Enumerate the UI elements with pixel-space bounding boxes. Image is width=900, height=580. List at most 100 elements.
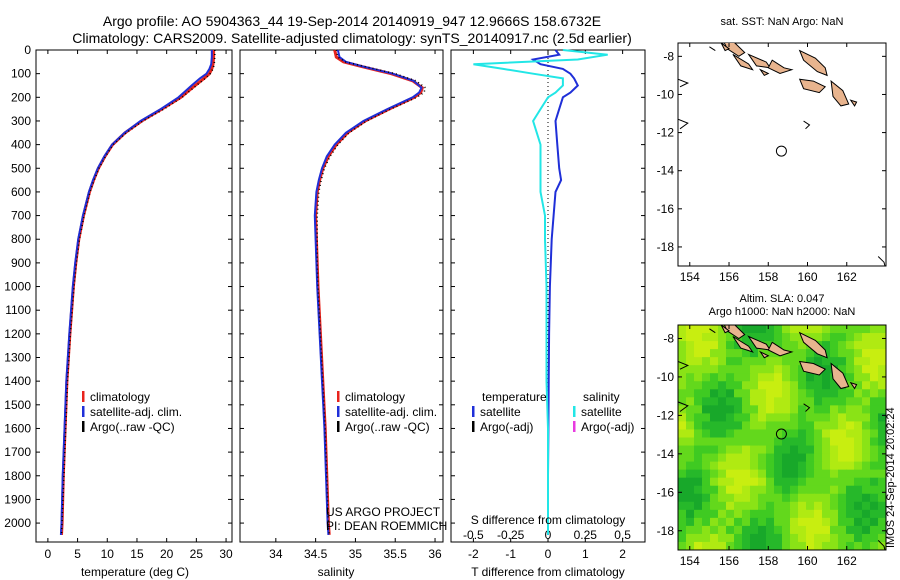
sla-heatmap-cell <box>766 461 775 471</box>
sla-heatmap-cell <box>718 485 727 495</box>
sla-heatmap-cell <box>694 517 703 527</box>
legend-t-argo-label: Argo(-adj) <box>480 420 533 434</box>
sla-heatmap-cell <box>758 525 767 535</box>
sla-heatmap-cell <box>734 485 743 495</box>
sla-heatmap-cell <box>854 445 863 455</box>
sla-heatmap-cell <box>702 333 711 342</box>
sla-heatmap-cell <box>694 325 703 334</box>
sla-heatmap-cell <box>878 461 886 471</box>
x-tick-label: 34 <box>269 547 283 561</box>
sla-heatmap-cell <box>814 501 823 511</box>
sla-heatmap-cell <box>774 373 783 382</box>
sla-heatmap-cell <box>678 413 687 423</box>
sla-heatmap-cell <box>806 325 815 334</box>
temperature-difference-line <box>530 49 580 535</box>
coastline-outline <box>678 401 689 412</box>
depth-tick-label: 1300 <box>4 351 31 365</box>
sla-heatmap-cell <box>854 541 863 550</box>
sla-map-frame <box>677 324 887 551</box>
sla-heatmap-cell <box>806 397 815 406</box>
sla-heatmap-cell <box>686 509 695 519</box>
sla-heatmap-cell <box>790 541 799 550</box>
depth-tick-label: 2000 <box>4 516 31 530</box>
legend-climatology-swatch <box>337 391 340 402</box>
sla-heatmap-cell <box>782 325 791 334</box>
sla-heatmap-cell <box>790 517 799 527</box>
sla-heatmap-cell <box>694 373 703 382</box>
sla-heatmap-cell <box>782 333 791 342</box>
sla-heatmap-cell <box>710 437 719 447</box>
sla-heatmap-cell <box>710 413 719 423</box>
sla-heatmap-cell <box>694 469 703 479</box>
sla-heatmap-cell <box>678 509 687 519</box>
sla-heatmap-cell <box>718 445 727 455</box>
sla-heatmap-cell <box>870 349 879 358</box>
sla-heatmap-cell <box>790 477 799 487</box>
title-line1: Argo profile: AO 5904363_44 19-Sep-2014 … <box>103 13 601 29</box>
sla-heatmap-cell <box>726 469 735 479</box>
sla-heatmap-cell <box>742 525 751 535</box>
sla-heatmap-cell <box>702 341 711 350</box>
salinity-difference-line <box>473 49 608 535</box>
sla-heatmap-cell <box>846 373 855 382</box>
sla-heatmap-cell <box>782 365 791 374</box>
island-shape <box>798 78 827 94</box>
sla-heatmap-cell <box>806 485 815 495</box>
sla-heatmap-cell <box>870 333 879 342</box>
sla-heatmap-cell <box>750 389 759 398</box>
depth-tick-label: 1100 <box>5 303 31 317</box>
sla-heatmap-cell <box>694 429 703 439</box>
sla-heatmap-cell <box>806 469 815 479</box>
sla-heatmap-cell <box>694 333 703 342</box>
sst-map-title: sat. SST: NaN Argo: NaN <box>721 16 844 28</box>
sla-heatmap-cell <box>782 357 791 366</box>
sla-heatmap-cell <box>830 445 839 455</box>
sla-heatmap-cell <box>702 493 711 503</box>
sla-heatmap-cell <box>734 453 743 463</box>
sla-heatmap-cell <box>750 365 759 374</box>
coastline-outline <box>877 256 886 266</box>
sla-heatmap-cell <box>742 389 751 398</box>
sla-heatmap-cell <box>758 389 767 398</box>
sla-heatmap-cell <box>878 469 886 479</box>
sla-heatmap-cell <box>742 333 751 342</box>
sla-heatmap-cell <box>822 325 831 334</box>
sla-heatmap-cell <box>822 389 831 398</box>
salinity-series <box>313 49 427 536</box>
sla-heatmap-cell <box>790 413 799 423</box>
sla-heatmap-cell <box>822 469 831 479</box>
sla-heatmap-cell <box>830 437 839 447</box>
sla-heatmap-cell <box>694 485 703 495</box>
sla-heatmap-cell <box>830 325 839 334</box>
legend-s-satellite-label: satellite <box>581 405 622 419</box>
sla-heatmap-cell <box>854 461 863 471</box>
sla-heatmap-cell <box>798 525 807 535</box>
sla-heatmap-cell <box>878 421 886 431</box>
sla-heatmap-cell <box>726 429 735 439</box>
sla-heatmap-cell <box>758 397 767 406</box>
sla-heatmap-cell <box>854 477 863 487</box>
sla-heatmap-cell <box>742 517 751 527</box>
sla-heatmap-cell <box>830 333 839 342</box>
sla-heatmap-cell <box>878 493 886 503</box>
sla-heatmap-cell <box>774 477 783 487</box>
sla-heatmap-cell <box>766 389 775 398</box>
sla-heatmap-cell <box>798 501 807 511</box>
sla-heatmap-cell <box>862 501 871 511</box>
sla-heatmap-cell <box>782 541 791 550</box>
sla-heatmap-cell <box>718 461 727 471</box>
sla-heatmap-cell <box>678 397 687 406</box>
sla-heatmap-cell <box>710 517 719 527</box>
sla-heatmap-cell <box>774 445 783 455</box>
sla-heatmap-cell <box>758 365 767 374</box>
sla-heatmap-cell <box>726 437 735 447</box>
sla-heatmap-cell <box>782 381 791 390</box>
sla-heatmap-cell <box>846 381 855 390</box>
sla-heatmap-cell <box>782 525 791 535</box>
island-shape <box>798 331 828 359</box>
sla-heatmap-cell <box>838 349 847 358</box>
sla-heatmap-cell <box>814 421 823 431</box>
sla-heatmap-cell <box>686 533 695 543</box>
legend-salinity-title: salinity <box>583 390 620 404</box>
map-x-tick-label: 158 <box>758 270 778 284</box>
